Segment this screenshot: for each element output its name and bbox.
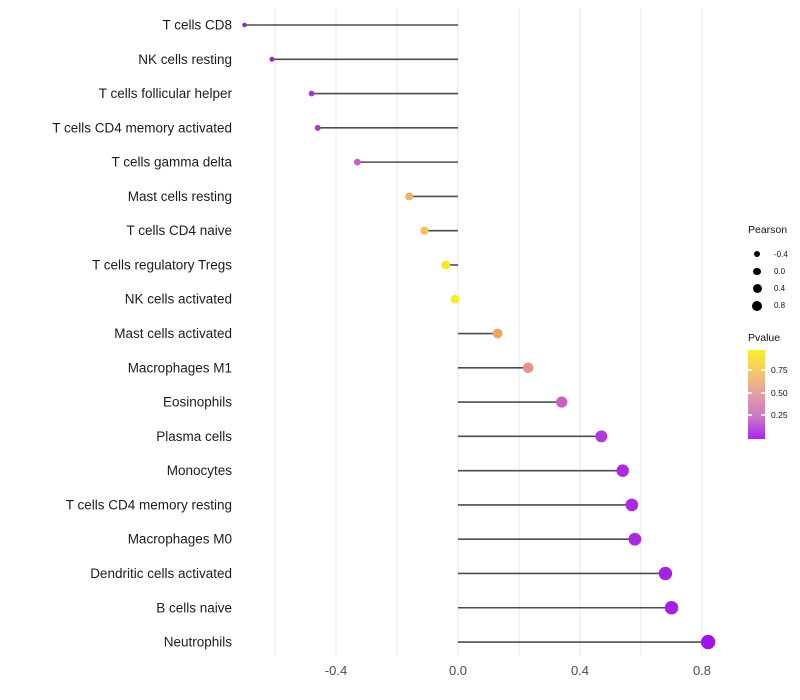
lollipop-dot — [700, 634, 716, 650]
pvalue-gradient-tickmark — [748, 369, 752, 372]
legend-size-dot — [753, 267, 761, 276]
y-axis-label: T cells CD4 naive — [126, 223, 232, 238]
lollipop-dot — [450, 294, 460, 304]
x-axis-tick-label: 0.8 — [693, 663, 711, 678]
lollipop-dot — [616, 464, 629, 477]
lollipop-dot — [556, 396, 568, 408]
lollipop-dot — [492, 328, 503, 339]
lollipop-dot — [595, 430, 608, 443]
y-axis-label: Macrophages M0 — [128, 532, 232, 547]
pearson-size-entry: 0.4 — [740, 280, 785, 298]
y-axis-label: T cells regulatory Tregs — [92, 257, 232, 272]
legend-size-label: 0.4 — [774, 284, 786, 294]
lollipop-dot — [242, 22, 247, 28]
legend-size-dot-cell — [740, 300, 774, 312]
legend-size-label: 0.8 — [774, 301, 786, 311]
pvalue-gradient-tickmark — [761, 369, 765, 372]
x-axis-tick-label: 0.0 — [449, 663, 467, 678]
pvalue-gradient-tickmark — [761, 413, 765, 416]
lollipop-dot — [420, 226, 429, 235]
pearson-legend-title: Pearson — [748, 224, 788, 236]
lollipop-dot — [625, 498, 639, 512]
pearson-size-entry: 0.0 — [740, 262, 785, 280]
y-axis-label: B cells naive — [156, 600, 232, 615]
y-axis-label: Mast cells resting — [128, 189, 232, 204]
pvalue-tick-label: 0.50 — [771, 387, 788, 398]
lollipop-dot — [522, 362, 534, 374]
legend-size-dot — [752, 284, 762, 294]
legend-size-label: -0.4 — [774, 249, 788, 259]
lollipop-dot — [353, 158, 361, 166]
pearson-size-entry: -0.4 — [740, 245, 788, 263]
legend-size-dot-cell — [740, 284, 774, 294]
y-axis-label: Dendritic cells activated — [90, 566, 232, 581]
pvalue-legend-title: Pvalue — [748, 332, 781, 344]
lollipop-dot — [628, 532, 642, 546]
y-axis-label: Neutrophils — [164, 635, 233, 650]
lollipop-dot — [441, 260, 451, 270]
y-axis-label: T cells CD4 memory resting — [66, 497, 232, 512]
pvalue-tick-label: 0.75 — [771, 365, 788, 376]
x-axis-tick-label: -0.4 — [325, 663, 347, 678]
legend-size-dot — [754, 251, 760, 257]
pearson-size-entry: 0.8 — [740, 297, 785, 315]
lollipop-dot — [405, 192, 414, 201]
legend-panel: Pearson -0.4 0.0 0.4 0.8 Pvalue 0.75 0.50 0.2… — [740, 220, 800, 450]
legend-size-label: 0.0 — [774, 266, 786, 276]
lollipop-dot — [314, 124, 321, 131]
pvalue-tick-label: 0.25 — [771, 409, 788, 420]
y-axis-label: T cells gamma delta — [111, 155, 232, 170]
pvalue-gradient-tickmark — [761, 391, 765, 394]
legend-size-dot-cell — [740, 267, 774, 276]
lollipop-dot — [269, 56, 275, 62]
y-axis-label: T cells CD4 memory activated — [52, 120, 232, 135]
lollipop-dot — [308, 90, 315, 97]
x-axis-tick-label: 0.4 — [571, 663, 589, 678]
legend-size-dot — [751, 300, 763, 312]
y-axis-label: NK cells activated — [125, 292, 232, 307]
y-axis-label: Macrophages M1 — [128, 360, 232, 375]
y-axis-label: Plasma cells — [156, 429, 232, 444]
y-axis-label: Mast cells activated — [114, 326, 232, 341]
pvalue-gradient-tickmark — [748, 413, 752, 416]
y-axis-label: Eosinophils — [163, 395, 232, 410]
y-axis-label: T cells follicular helper — [99, 86, 233, 101]
lollipop-dot — [658, 566, 673, 581]
lollipop-dot — [664, 600, 679, 615]
pvalue-gradient-tickmark — [748, 391, 752, 394]
y-axis-label: Monocytes — [167, 463, 233, 478]
legend-size-dot-cell — [740, 251, 774, 257]
pvalue-gradient-bar — [748, 350, 765, 439]
y-axis-label: T cells CD8 — [162, 18, 232, 33]
y-axis-label: NK cells resting — [138, 52, 232, 67]
